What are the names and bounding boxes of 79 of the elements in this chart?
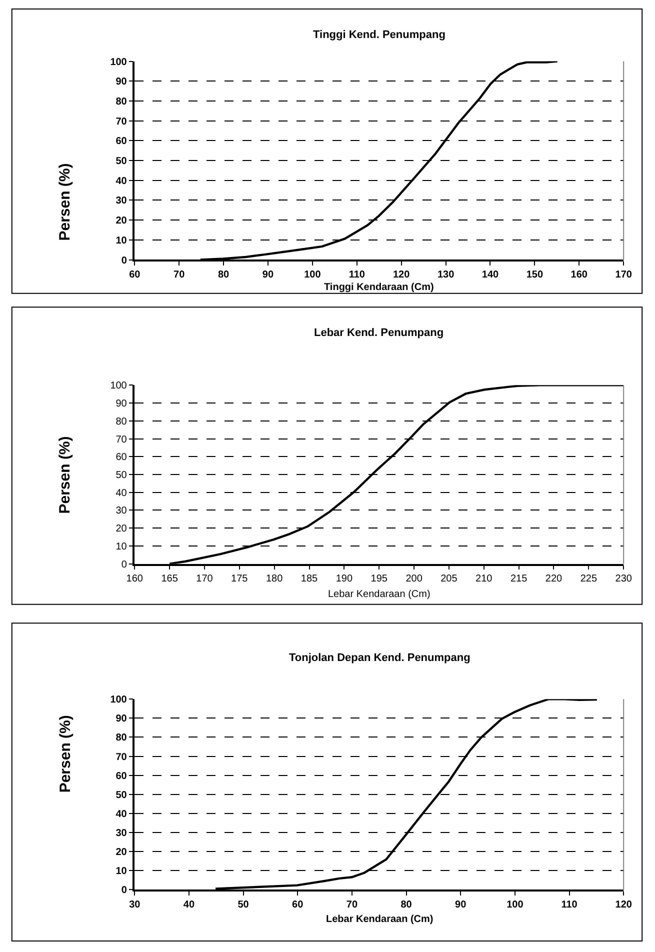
y-tick-label: 30 [116,828,128,840]
x-tick-label: 110 [348,270,366,280]
y-tick-label: 40 [116,808,128,820]
x-tick-label: 170 [196,574,214,585]
y-tick-label: 100 [110,380,128,392]
y-tick-label: 80 [116,732,128,744]
chart-title: Tonjolan Depan Kend. Penumpang [289,652,470,664]
y-tick-label: 0 [121,255,128,266]
x-axis-title: Tinggi Kendaraan (Cm) [324,282,434,293]
y-tick-label: 10 [116,541,128,552]
x-tick-label: 200 [406,574,423,585]
y-tick-label: 90 [116,76,128,88]
y-tick-label: 20 [116,216,128,227]
y-tick-label: 0 [121,559,128,570]
y-tick-label: 50 [116,790,128,801]
y-tick-label: 50 [116,470,128,482]
x-tick-label: 215 [510,574,528,585]
y-tick-label: 100 [110,694,128,706]
chart-title: Lebar Kend. Penumpang [314,327,444,339]
x-tick-label: 30 [129,899,141,910]
x-tick-label: 60 [129,270,141,280]
x-tick-label: 175 [231,574,248,585]
y-tick-label: 20 [116,847,128,858]
chart-title: Tinggi Kend. Penumpang [313,29,446,41]
x-tick-label: 220 [545,574,563,585]
x-tick-label: 60 [292,899,304,910]
x-tick-label: 185 [300,574,318,585]
x-tick-label: 70 [174,270,186,280]
x-tick-label: 195 [370,574,388,585]
x-axis-title: Lebar Kendaraan (Cm) [326,914,434,925]
x-tick-label: 140 [482,270,500,280]
y-tick-label: 20 [116,524,128,535]
y-tick-label: 10 [116,235,128,246]
y-tick-label: 60 [116,770,128,782]
x-tick-label: 90 [455,899,467,910]
x-tick-label: 170 [615,270,632,280]
x-axis-title: Lebar Kendaraan (Cm) [328,589,430,600]
x-tick-label: 120 [615,899,632,910]
y-tick-label: 80 [116,416,128,428]
x-tick-label: 110 [561,899,578,910]
y-tick-label: 30 [116,506,128,517]
x-tick-label: 190 [336,574,353,585]
x-tick-label: 180 [266,574,284,585]
y-tick-label: 40 [116,488,128,499]
y-axis-title: Persen (%) [56,715,74,793]
y-tick-label: 100 [110,56,128,68]
y-tick-label: 60 [116,452,128,464]
x-tick-label: 100 [304,270,322,280]
x-tick-label: 120 [392,270,410,280]
y-tick-label: 60 [116,136,128,148]
x-tick-label: 80 [218,270,230,280]
x-tick-label: 160 [570,270,588,280]
x-tick-label: 225 [580,574,598,585]
y-tick-label: 70 [116,116,128,128]
y-tick-label: 40 [116,176,128,187]
x-tick-label: 165 [161,574,178,585]
y-tick-label: 90 [116,398,128,410]
y-tick-label: 50 [116,156,128,168]
x-tick-label: 160 [126,574,144,585]
x-tick-label: 210 [476,574,493,585]
y-axis-title: Persen (%) [56,436,74,514]
x-tick-label: 230 [615,574,632,585]
x-tick-label: 205 [440,574,458,585]
y-tick-label: 30 [116,196,128,207]
y-tick-label: 90 [116,714,128,725]
x-tick-label: 50 [238,899,250,910]
y-tick-label: 70 [116,752,128,763]
x-tick-label: 80 [400,899,412,910]
x-tick-label: 100 [506,899,524,910]
y-tick-label: 10 [116,866,128,878]
y-tick-label: 80 [116,96,128,108]
x-tick-label: 40 [183,899,195,910]
y-tick-label: 70 [116,434,128,446]
y-tick-label: 0 [121,885,128,896]
x-tick-label: 70 [346,899,358,910]
x-tick-label: 90 [262,270,274,280]
x-tick-label: 130 [437,270,455,280]
x-tick-label: 150 [526,270,544,280]
y-axis-title: Persen (%) [56,163,74,241]
